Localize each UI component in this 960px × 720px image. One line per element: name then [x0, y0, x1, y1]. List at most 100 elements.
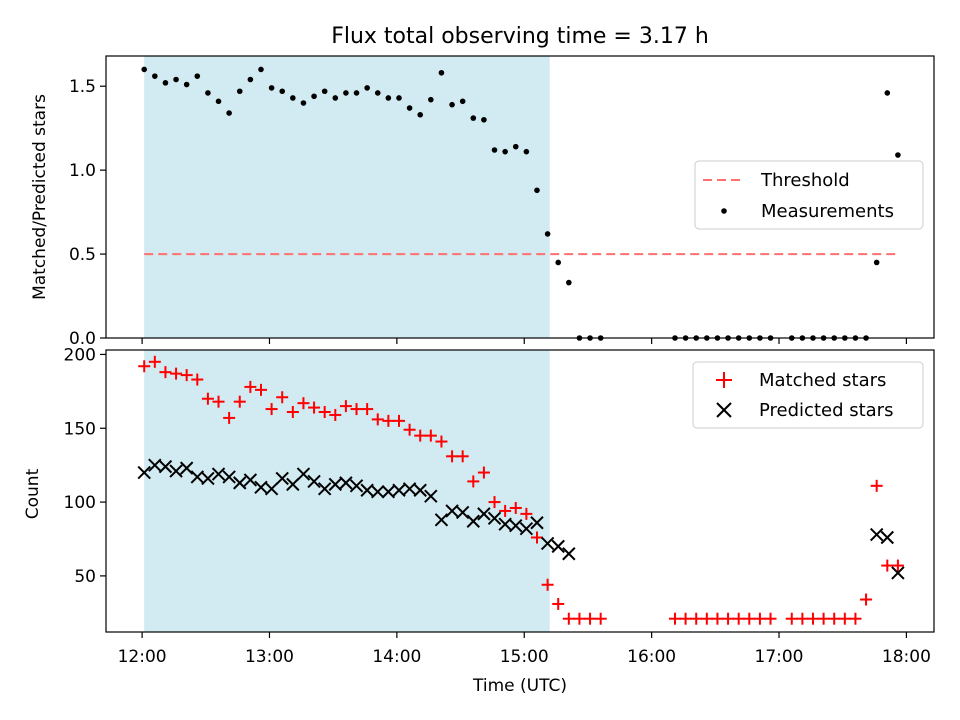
predicted-star-marker: [233, 476, 247, 490]
legend-matched-label: Matched stars: [759, 370, 886, 391]
matched-star-marker: [743, 612, 756, 625]
measurement-point: [566, 279, 572, 286]
predicted-star-marker: [381, 485, 396, 499]
top-legend: Threshold Measurements: [694, 160, 924, 230]
matched-star-marker: [838, 612, 851, 625]
xtick-label: 15:00: [500, 647, 549, 667]
bottom-shaded-interval: [144, 350, 550, 632]
matched-star-marker: [212, 395, 225, 408]
predicted-star-marker: [190, 470, 204, 484]
measurement-point: [300, 100, 307, 106]
matched-star-marker: [286, 406, 299, 419]
measurement-point: [449, 101, 455, 108]
matched-star-marker: [520, 507, 533, 520]
predicted-star-marker: [392, 483, 406, 497]
matched-star-marker: [446, 450, 459, 463]
top-axes-frame: [105, 55, 935, 339]
legend-threshold-label: Threshold: [760, 170, 850, 191]
predicted-star-marker: [179, 461, 194, 475]
matched-star-marker: [753, 612, 766, 625]
bottom-shaded-rect: [144, 350, 550, 632]
measurement-point: [215, 98, 222, 105]
predicted-star-marker: [148, 458, 162, 472]
predicted-star-marker: [413, 483, 427, 497]
matched-star-marker: [435, 435, 448, 448]
measurement-point: [534, 187, 540, 194]
matched-star-marker: [467, 475, 480, 488]
predicted-star-marker: [349, 479, 364, 493]
matched-star-marker: [562, 612, 575, 625]
measurement-point: [481, 116, 487, 123]
bottom-legend-box: [692, 361, 924, 429]
measurement-point: [523, 148, 530, 155]
matched-star-marker: [223, 411, 236, 424]
top-ytick-label: 1.5: [69, 77, 96, 97]
legend-measurements-label: Measurements: [761, 201, 894, 222]
matched-star-marker: [297, 397, 310, 410]
measurement-point: [406, 105, 413, 111]
predicted-star-marker: [360, 483, 374, 497]
matched-star-marker: [891, 559, 904, 572]
legend-predicted-swatch: [716, 402, 732, 418]
predicted-star-marker: [243, 473, 258, 487]
matched-star-marker: [860, 593, 873, 606]
measurement-point: [205, 90, 211, 96]
measurement-point: [491, 147, 498, 153]
matched-star-marker: [170, 367, 183, 380]
bottom-ytick-label: 100: [64, 493, 96, 513]
matched-star-marker: [806, 612, 819, 625]
bottom-ytick-label: 50: [74, 567, 96, 587]
predicted-star-marker: [201, 471, 215, 486]
measurement-point: [141, 66, 148, 73]
measurement-point: [895, 152, 901, 158]
matched-star-marker: [159, 366, 172, 379]
matched-star-marker: [233, 395, 246, 408]
predicted-star-marker: [211, 467, 226, 481]
predicted-star-marker: [371, 485, 385, 499]
predicted-star-marker: [487, 511, 502, 526]
measurement-point: [321, 88, 328, 95]
top-shaded-interval: [144, 56, 550, 338]
matched-star-marker: [244, 380, 257, 393]
matched-star-marker: [881, 559, 894, 572]
predicted-star-marker: [307, 474, 321, 489]
matched-star-marker: [191, 373, 204, 386]
matched-star-marker: [870, 479, 883, 492]
matched-stars-points: [138, 355, 904, 625]
predicted-star-marker: [402, 482, 417, 496]
xtick-label: 17:00: [755, 647, 804, 667]
matched-star-marker: [499, 504, 512, 517]
matched-star-marker: [276, 391, 289, 404]
measurement-point: [438, 69, 445, 76]
predicted-star-marker: [498, 517, 512, 531]
predicted-star-marker: [158, 459, 173, 474]
xtick-label: 13:00: [245, 647, 294, 667]
matched-star-marker: [318, 406, 331, 419]
matched-star-marker: [530, 531, 543, 544]
top-x-ticks: [141, 338, 908, 344]
matched-star-marker: [456, 450, 469, 463]
top-panel: 0.0 0.5 1.0 1.5 Matched/Predicted stars Thr…: [30, 55, 935, 349]
predicted-star-marker: [434, 513, 449, 527]
measurement-point: [364, 85, 370, 91]
measurement-point: [279, 88, 286, 95]
matched-star-marker: [361, 403, 374, 416]
matched-star-marker: [477, 466, 490, 479]
top-ytick-label: 1.0: [69, 161, 96, 181]
matched-star-marker: [679, 612, 692, 625]
matched-star-marker: [403, 423, 416, 436]
xtick-label: 16:00: [627, 647, 676, 667]
bottom-ytick-label: 200: [64, 345, 96, 365]
matched-star-marker: [541, 578, 554, 591]
measurement-point: [162, 80, 169, 86]
matched-star-marker: [329, 408, 342, 421]
measurement-point: [417, 111, 424, 118]
measurement-point: [470, 115, 477, 121]
predicted-star-marker: [891, 566, 905, 580]
bottom-legend: Matched stars Predicted stars: [692, 361, 924, 429]
predicted-star-marker: [317, 482, 332, 496]
measurement-point: [332, 95, 339, 101]
predicted-star-marker: [509, 518, 523, 533]
matched-star-marker: [350, 403, 363, 416]
bottom-y-ticks: 50 100 150 200: [64, 345, 106, 587]
